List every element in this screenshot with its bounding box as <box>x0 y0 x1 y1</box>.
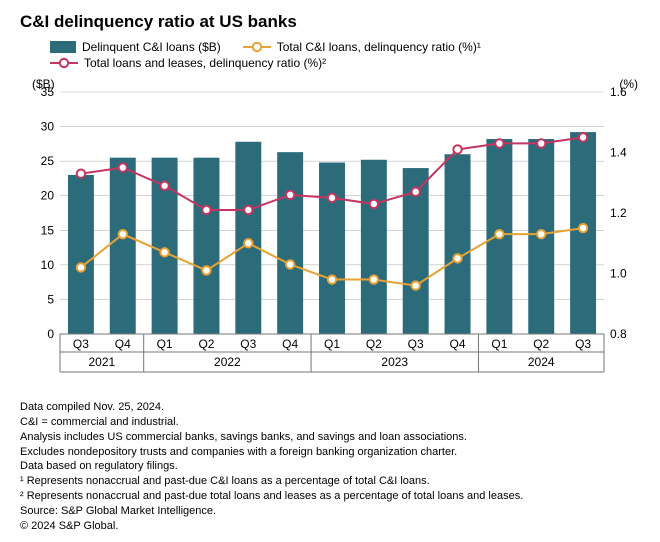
series-marker <box>537 139 545 147</box>
bar <box>110 158 136 334</box>
svg-text:15: 15 <box>41 223 55 237</box>
line2-swatch-icon <box>50 56 78 70</box>
svg-text:Q4: Q4 <box>115 337 131 351</box>
svg-text:2023: 2023 <box>381 355 408 369</box>
footnote-line: Excludes nondepository trusts and compan… <box>20 445 640 460</box>
legend-line1-label: Total C&I loans, delinquency ratio (%)¹ <box>277 40 481 54</box>
svg-text:1.4: 1.4 <box>610 146 627 160</box>
svg-text:2022: 2022 <box>214 355 241 369</box>
series-marker <box>77 263 85 271</box>
series-marker <box>160 248 168 256</box>
svg-text:35: 35 <box>41 85 55 99</box>
svg-text:0: 0 <box>47 327 54 341</box>
series-marker <box>119 163 127 171</box>
series-marker <box>579 224 587 232</box>
svg-text:Q3: Q3 <box>575 337 591 351</box>
legend-item-line1: Total C&I loans, delinquency ratio (%)¹ <box>243 40 481 54</box>
footnote-line: Data compiled Nov. 25, 2024. <box>20 400 640 415</box>
svg-text:10: 10 <box>41 258 55 272</box>
bar <box>193 158 219 334</box>
svg-text:1.6: 1.6 <box>610 85 627 99</box>
footnotes: Data compiled Nov. 25, 2024.C&I = commer… <box>20 400 640 534</box>
bar <box>319 163 345 334</box>
series-marker <box>370 200 378 208</box>
svg-text:Q2: Q2 <box>533 337 549 351</box>
footnote-line: C&I = commercial and industrial. <box>20 415 640 430</box>
bar <box>361 160 387 334</box>
line1-swatch-icon <box>243 40 271 54</box>
legend-item-line2: Total loans and leases, delinquency rati… <box>50 56 326 70</box>
svg-text:Q1: Q1 <box>324 337 340 351</box>
svg-text:2024: 2024 <box>528 355 555 369</box>
series-marker <box>286 191 294 199</box>
series-marker <box>202 266 210 274</box>
svg-text:Q4: Q4 <box>450 337 466 351</box>
legend: Delinquent C&I loans ($B) Total C&I loan… <box>50 40 640 70</box>
svg-text:Q1: Q1 <box>491 337 507 351</box>
svg-text:Q1: Q1 <box>157 337 173 351</box>
svg-text:20: 20 <box>41 189 55 203</box>
series-marker <box>328 194 336 202</box>
svg-text:Q2: Q2 <box>366 337 382 351</box>
legend-row-2: Total loans and leases, delinquency rati… <box>50 56 640 70</box>
bar-swatch-icon <box>50 41 76 53</box>
footnote-line: ² Represents nonaccrual and past-due tot… <box>20 489 640 504</box>
svg-text:2021: 2021 <box>88 355 115 369</box>
svg-text:30: 30 <box>41 120 55 134</box>
legend-line2-label: Total loans and leases, delinquency rati… <box>84 56 326 70</box>
chart-area: ($B)(%)051015202530350.81.01.21.41.6Q3Q4… <box>20 74 640 394</box>
series-marker <box>119 230 127 238</box>
page-root: C&I delinquency ratio at US banks Delinq… <box>0 0 660 542</box>
series-marker <box>411 281 419 289</box>
series-marker <box>160 182 168 190</box>
series-marker <box>244 206 252 214</box>
series-marker <box>495 139 503 147</box>
footnote-line: ¹ Represents nonaccrual and past-due C&I… <box>20 474 640 489</box>
svg-text:Q2: Q2 <box>198 337 214 351</box>
svg-text:0.8: 0.8 <box>610 327 627 341</box>
series-marker <box>328 275 336 283</box>
svg-text:25: 25 <box>41 154 55 168</box>
bar <box>277 152 303 334</box>
series-marker <box>286 260 294 268</box>
series-marker <box>77 169 85 177</box>
svg-text:Q3: Q3 <box>240 337 256 351</box>
series-marker <box>453 145 461 153</box>
svg-text:Q4: Q4 <box>282 337 298 351</box>
chart-title: C&I delinquency ratio at US banks <box>20 12 640 32</box>
series-marker <box>495 230 503 238</box>
legend-row-1: Delinquent C&I loans ($B) Total C&I loan… <box>50 40 640 54</box>
svg-text:1.2: 1.2 <box>610 206 627 220</box>
svg-text:1.0: 1.0 <box>610 267 627 281</box>
series-marker <box>579 133 587 141</box>
footnote-line: Data based on regulatory filings. <box>20 459 640 474</box>
svg-text:Q3: Q3 <box>408 337 424 351</box>
footnote-line: Source: S&P Global Market Intelligence. <box>20 504 640 519</box>
series-marker <box>244 239 252 247</box>
svg-text:Q3: Q3 <box>73 337 89 351</box>
legend-bar-label: Delinquent C&I loans ($B) <box>82 40 221 54</box>
legend-item-bar: Delinquent C&I loans ($B) <box>50 40 221 54</box>
svg-text:5: 5 <box>47 292 54 306</box>
series-marker <box>537 230 545 238</box>
footnote-line: © 2024 S&P Global. <box>20 519 640 534</box>
bar <box>68 175 94 334</box>
series-marker <box>370 275 378 283</box>
chart-svg: ($B)(%)051015202530350.81.01.21.41.6Q3Q4… <box>20 74 640 394</box>
series-marker <box>453 254 461 262</box>
bar <box>235 142 261 334</box>
bar <box>445 154 471 334</box>
series-marker <box>411 188 419 196</box>
series-marker <box>202 206 210 214</box>
footnote-line: Analysis includes US commercial banks, s… <box>20 430 640 445</box>
